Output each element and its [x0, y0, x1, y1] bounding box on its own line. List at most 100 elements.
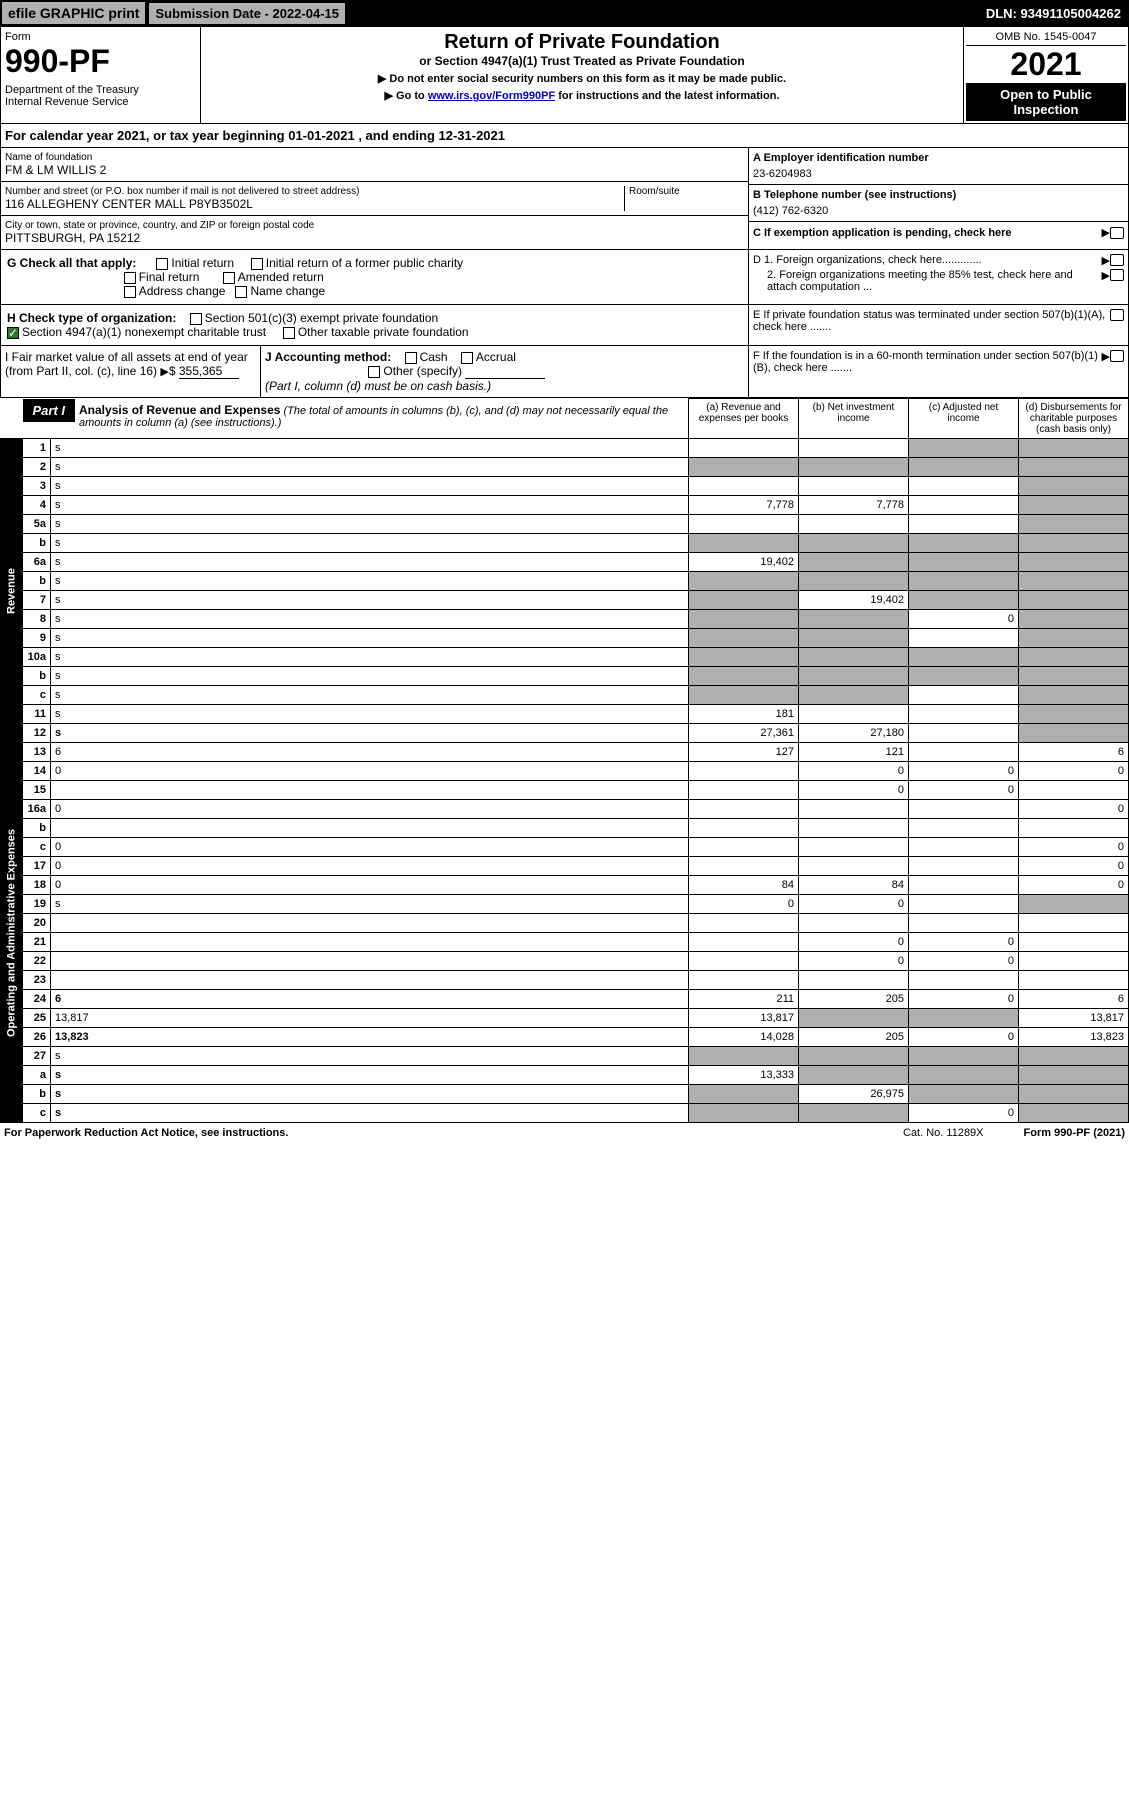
amended-return-checkbox[interactable]	[223, 272, 235, 284]
value-cell	[799, 515, 909, 534]
h3-checkbox[interactable]	[283, 327, 295, 339]
value-cell	[689, 629, 799, 648]
part1-table: Part I Analysis of Revenue and Expenses …	[0, 398, 1129, 1123]
form-subtitle: or Section 4947(a)(1) Trust Treated as P…	[211, 54, 953, 68]
line-number: b	[23, 572, 51, 591]
value-cell	[799, 477, 909, 496]
line-description	[51, 914, 689, 933]
irs-link[interactable]: www.irs.gov/Form990PF	[428, 90, 555, 102]
part1-title-text: Analysis of Revenue and Expenses	[79, 403, 280, 417]
value-cell	[799, 914, 909, 933]
value-cell: 0	[1019, 762, 1129, 781]
value-cell: 13,817	[689, 1009, 799, 1028]
line-description: 0	[51, 762, 689, 781]
name-change-checkbox[interactable]	[235, 286, 247, 298]
value-cell	[909, 800, 1019, 819]
final-return-checkbox[interactable]	[124, 272, 136, 284]
value-cell	[1019, 819, 1129, 838]
value-cell	[689, 800, 799, 819]
value-cell: 205	[799, 1028, 909, 1047]
arrow-icon: ▶	[160, 366, 168, 378]
value-cell: 0	[909, 762, 1019, 781]
value-cell	[909, 458, 1019, 477]
value-cell: 6	[1019, 990, 1129, 1009]
e-label: E If private foundation status was termi…	[753, 309, 1110, 333]
street-address: 116 ALLEGHENY CENTER MALL P8YB3502L	[5, 197, 624, 211]
value-cell	[909, 572, 1019, 591]
line-number: 18	[23, 876, 51, 895]
value-cell	[909, 895, 1019, 914]
cash-checkbox[interactable]	[405, 352, 417, 364]
foundation-name: FM & LM WILLIS 2	[5, 163, 744, 177]
line-description: s	[51, 724, 689, 743]
d2-checkbox[interactable]	[1110, 269, 1124, 281]
value-cell: 0	[1019, 876, 1129, 895]
value-cell	[1019, 629, 1129, 648]
amended-return-label: Amended return	[238, 270, 324, 284]
efile-label[interactable]: efile GRAPHIC print	[2, 2, 145, 24]
address-change-checkbox[interactable]	[124, 286, 136, 298]
other-method-checkbox[interactable]	[368, 366, 380, 378]
value-cell: 0	[909, 610, 1019, 629]
line-number: 13	[23, 743, 51, 762]
line-number: 26	[23, 1028, 51, 1047]
line-number: 17	[23, 857, 51, 876]
line-description: 0	[51, 876, 689, 895]
form-title: Return of Private Foundation	[211, 31, 953, 54]
arrow-icon: ▶	[1102, 254, 1110, 267]
line-description: s	[51, 553, 689, 572]
phone-value: (412) 762-6320	[753, 205, 1124, 217]
value-cell: 0	[799, 952, 909, 971]
value-cell	[799, 534, 909, 553]
value-cell	[909, 876, 1019, 895]
line-number: 19	[23, 895, 51, 914]
initial-return-checkbox[interactable]	[156, 258, 168, 270]
dept-treasury: Department of the Treasury Internal Reve…	[5, 84, 196, 108]
value-cell	[689, 781, 799, 800]
cash-label: Cash	[420, 350, 448, 364]
value-cell: 121	[799, 743, 909, 762]
line-number: 16a	[23, 800, 51, 819]
line-description: s	[51, 667, 689, 686]
value-cell: 7,778	[799, 496, 909, 515]
value-cell: 0	[909, 952, 1019, 971]
value-cell	[1019, 781, 1129, 800]
f-checkbox[interactable]	[1110, 350, 1124, 362]
value-cell: 84	[799, 876, 909, 895]
accrual-checkbox[interactable]	[461, 352, 473, 364]
e-checkbox[interactable]	[1110, 309, 1124, 321]
value-cell	[799, 1047, 909, 1066]
name-label: Name of foundation	[5, 152, 744, 163]
line-description: s	[51, 629, 689, 648]
value-cell: 19,402	[689, 553, 799, 572]
value-cell	[689, 458, 799, 477]
value-cell	[909, 743, 1019, 762]
line-number: c	[23, 838, 51, 857]
line-number: 24	[23, 990, 51, 1009]
other-method-label: Other (specify)	[383, 364, 462, 378]
value-cell: 181	[689, 705, 799, 724]
value-cell	[1019, 1085, 1129, 1104]
omb-number: OMB No. 1545-0047	[966, 29, 1126, 46]
value-cell	[689, 952, 799, 971]
value-cell	[799, 439, 909, 458]
initial-former-checkbox[interactable]	[251, 258, 263, 270]
value-cell	[909, 914, 1019, 933]
exemption-pending-label: C If exemption application is pending, c…	[753, 227, 1102, 239]
calendar-year-line: For calendar year 2021, or tax year begi…	[0, 124, 1129, 148]
h2-checkbox[interactable]	[7, 327, 19, 339]
value-cell	[1019, 933, 1129, 952]
value-cell: 27,180	[799, 724, 909, 743]
part1-title: Analysis of Revenue and Expenses (The to…	[75, 399, 688, 433]
value-cell	[689, 933, 799, 952]
goto-post: for instructions and the latest informat…	[555, 90, 779, 102]
h1-checkbox[interactable]	[190, 313, 202, 325]
d1-checkbox[interactable]	[1110, 254, 1124, 266]
value-cell	[1019, 1104, 1129, 1123]
h-label: H Check type of organization:	[7, 311, 176, 325]
value-cell	[1019, 1066, 1129, 1085]
exemption-checkbox[interactable]	[1110, 227, 1124, 239]
open-to-public: Open to Public Inspection	[966, 83, 1126, 121]
value-cell	[909, 515, 1019, 534]
value-cell	[799, 1104, 909, 1123]
